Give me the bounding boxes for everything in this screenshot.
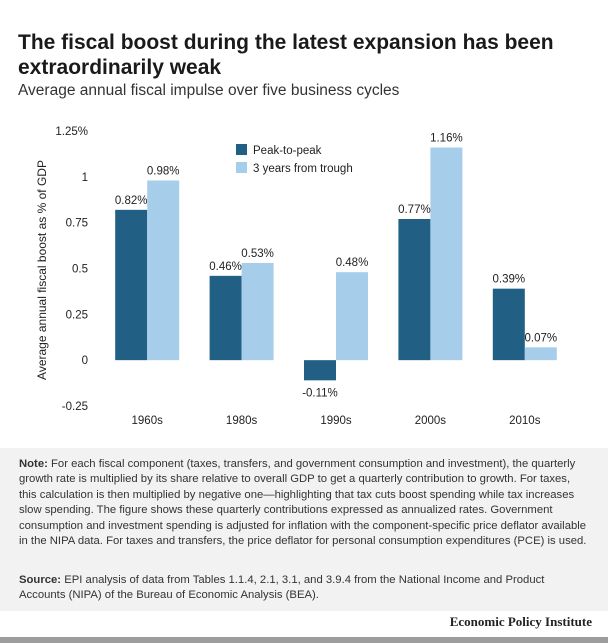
value-label: 0.53% [241, 248, 274, 260]
chart-subtitle: Average annual fiscal impulse over five … [18, 82, 400, 99]
y-axis-title: Average annual fiscal boost as % of GDP [35, 160, 49, 380]
y-tick-label: 0.5 [72, 264, 88, 276]
y-tick-label: 0 [82, 355, 88, 367]
legend-label-peak-to-peak: Peak-to-peak [253, 145, 322, 157]
value-label: 0.07% [524, 332, 557, 344]
x-tick-label: 1990s [320, 415, 352, 427]
y-tick-label: 1 [82, 172, 88, 184]
source-body: EPI analysis of data from Tables 1.1.4, … [19, 574, 545, 602]
bar-peak-to-peak-1980s [209, 275, 242, 361]
source-label: Source: [19, 574, 62, 586]
brand-logo-text: Economic Policy Institute [449, 614, 592, 629]
value-label: -0.11% [302, 387, 338, 399]
bar-peak-to-peak-1990s [304, 360, 336, 381]
value-label: 0.46% [209, 261, 242, 273]
value-label: 1.16% [430, 133, 463, 145]
x-tick-label: 1980s [226, 415, 258, 427]
value-labels: 0.82% 0.98% 0.46%0.53% -0.11% 0.48% 0.77% 1.16… [115, 133, 557, 400]
chart-title: The fiscal boost during the latest expan… [18, 31, 554, 79]
x-tick-label: 1960s [132, 415, 164, 427]
y-axis-ticks: -0.25 0 0.25 0.5 0.75 1 1.25% [55, 126, 88, 413]
value-label: 0.77% [398, 204, 431, 216]
note-label: Note: [19, 458, 48, 470]
bar-chart: Average annual fiscal boost as % of GDP … [35, 126, 557, 427]
bars [115, 147, 557, 381]
legend-swatch-peak-to-peak [236, 144, 247, 155]
footer-panel [0, 448, 608, 611]
value-label: 0.48% [336, 257, 369, 269]
bar-peak-to-peak-2000s [398, 219, 431, 361]
y-tick-label: -0.25 [62, 401, 88, 413]
y-tick-label: 1.25% [55, 126, 88, 138]
y-tick-label: 0.75 [66, 218, 88, 230]
bar-3-years-from-trough-1990s [336, 272, 368, 361]
source-text: Source: EPI analysis of data from Tables… [19, 573, 589, 604]
bar-peak-to-peak-2010s [492, 288, 525, 361]
value-label: 0.98% [147, 166, 180, 178]
bottom-bar [0, 637, 608, 643]
legend-swatch-3-years-from-trough [236, 162, 247, 173]
legend: Peak-to-peak 3 years from trough [236, 144, 353, 175]
legend-label-3-years-from-trough: 3 years from trough [253, 163, 353, 175]
y-tick-label: 0.25 [66, 309, 88, 321]
value-label: 0.39% [492, 274, 525, 286]
x-axis-ticks: 1960s 1980s 1990s 2000s 2010s [132, 415, 541, 427]
note-text: Note: For each fiscal component (taxes, … [19, 457, 589, 549]
bar-3-years-from-trough-1960s [147, 180, 180, 361]
y-axis-title-group: Average annual fiscal boost as % of GDP [35, 160, 49, 380]
value-label: 0.82% [115, 195, 148, 207]
note-body: For each fiscal component (taxes, transf… [19, 458, 587, 548]
x-tick-label: 2010s [509, 415, 541, 427]
bar-3-years-from-trough-1980s [241, 263, 274, 361]
x-tick-label: 2000s [415, 415, 447, 427]
bar-3-years-from-trough-2010s [524, 347, 557, 361]
bar-peak-to-peak-1960s [115, 209, 148, 361]
bar-3-years-from-trough-2000s [430, 147, 463, 361]
